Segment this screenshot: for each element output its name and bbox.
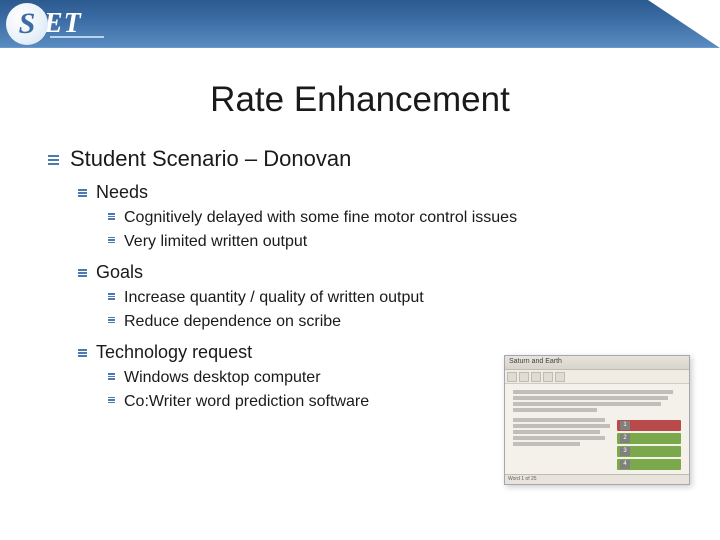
section-label-text: Needs bbox=[96, 182, 148, 202]
thumb-titlebar: Saturn and Earth bbox=[505, 356, 689, 370]
thumb-toolbar bbox=[505, 370, 689, 384]
section-label-text: Goals bbox=[96, 262, 143, 282]
list-item-text: Co:Writer word prediction software bbox=[124, 393, 369, 410]
thumb-tool-icon bbox=[531, 372, 541, 382]
list-item: Reduce dependence on scribe bbox=[108, 311, 700, 333]
thumb-suggestion-num: 4 bbox=[620, 460, 630, 469]
thumb-suggestion-item: 2 bbox=[617, 433, 681, 444]
bullet-icon bbox=[48, 155, 59, 165]
bullet-icon bbox=[108, 373, 115, 380]
list-item: Increase quantity / quality of written o… bbox=[108, 287, 700, 309]
bullet-icon bbox=[108, 213, 115, 220]
logo-circle: S bbox=[6, 3, 48, 45]
list-item: Cognitively delayed with some fine motor… bbox=[108, 207, 700, 229]
thumb-paragraph bbox=[513, 390, 681, 412]
thumb-suggestion-list: 1 2 3 4 bbox=[617, 420, 681, 472]
list-item-text: Increase quantity / quality of written o… bbox=[124, 289, 424, 306]
thumb-status-bar: Word 1 of 25 bbox=[505, 474, 689, 484]
thumb-body: 1 2 3 4 bbox=[505, 384, 689, 484]
header-bar: S ET bbox=[0, 0, 720, 48]
bullet-icon bbox=[108, 397, 115, 404]
bullet-icon bbox=[108, 317, 115, 324]
thumb-tool-icon bbox=[519, 372, 529, 382]
thumb-tool-icon bbox=[507, 372, 517, 382]
thumb-suggestion-item: 1 bbox=[617, 420, 681, 431]
section-goals: Goals Increase quantity / quality of wri… bbox=[48, 262, 700, 332]
section-label-text: Technology request bbox=[96, 342, 252, 362]
logo-underline bbox=[50, 36, 104, 38]
scenario-heading: Student Scenario – Donovan bbox=[48, 146, 700, 172]
bullet-icon bbox=[108, 237, 115, 244]
logo-s-letter: S bbox=[19, 7, 36, 41]
page-curl-decoration bbox=[648, 0, 720, 48]
bullet-icon bbox=[78, 349, 87, 357]
section-needs: Needs Cognitively delayed with some fine… bbox=[48, 182, 700, 252]
logo: S ET bbox=[6, 2, 82, 46]
bullet-icon bbox=[108, 293, 115, 300]
list-item-text: Reduce dependence on scribe bbox=[124, 313, 341, 330]
section-label: Goals bbox=[78, 262, 700, 283]
bullet-icon bbox=[78, 269, 87, 277]
bullet-icon bbox=[78, 189, 87, 197]
thumb-tool-icon bbox=[555, 372, 565, 382]
thumb-tool-icon bbox=[543, 372, 553, 382]
thumb-suggestion-num: 2 bbox=[620, 434, 630, 443]
thumb-suggestion-item: 3 bbox=[617, 446, 681, 457]
thumb-suggestion-num: 1 bbox=[620, 421, 630, 430]
section-label: Needs bbox=[78, 182, 700, 203]
software-screenshot-thumbnail: Saturn and Earth 1 2 bbox=[504, 355, 690, 485]
slide-title: Rate Enhancement bbox=[0, 80, 720, 120]
thumb-suggestion-num: 3 bbox=[620, 447, 630, 456]
list-item: Very limited written output bbox=[108, 231, 700, 253]
list-item-text: Very limited written output bbox=[124, 233, 307, 250]
scenario-heading-text: Student Scenario – Donovan bbox=[70, 146, 351, 171]
thumb-suggestion-item: 4 bbox=[617, 459, 681, 470]
list-item-text: Cognitively delayed with some fine motor… bbox=[124, 209, 517, 226]
list-item-text: Windows desktop computer bbox=[124, 369, 321, 386]
